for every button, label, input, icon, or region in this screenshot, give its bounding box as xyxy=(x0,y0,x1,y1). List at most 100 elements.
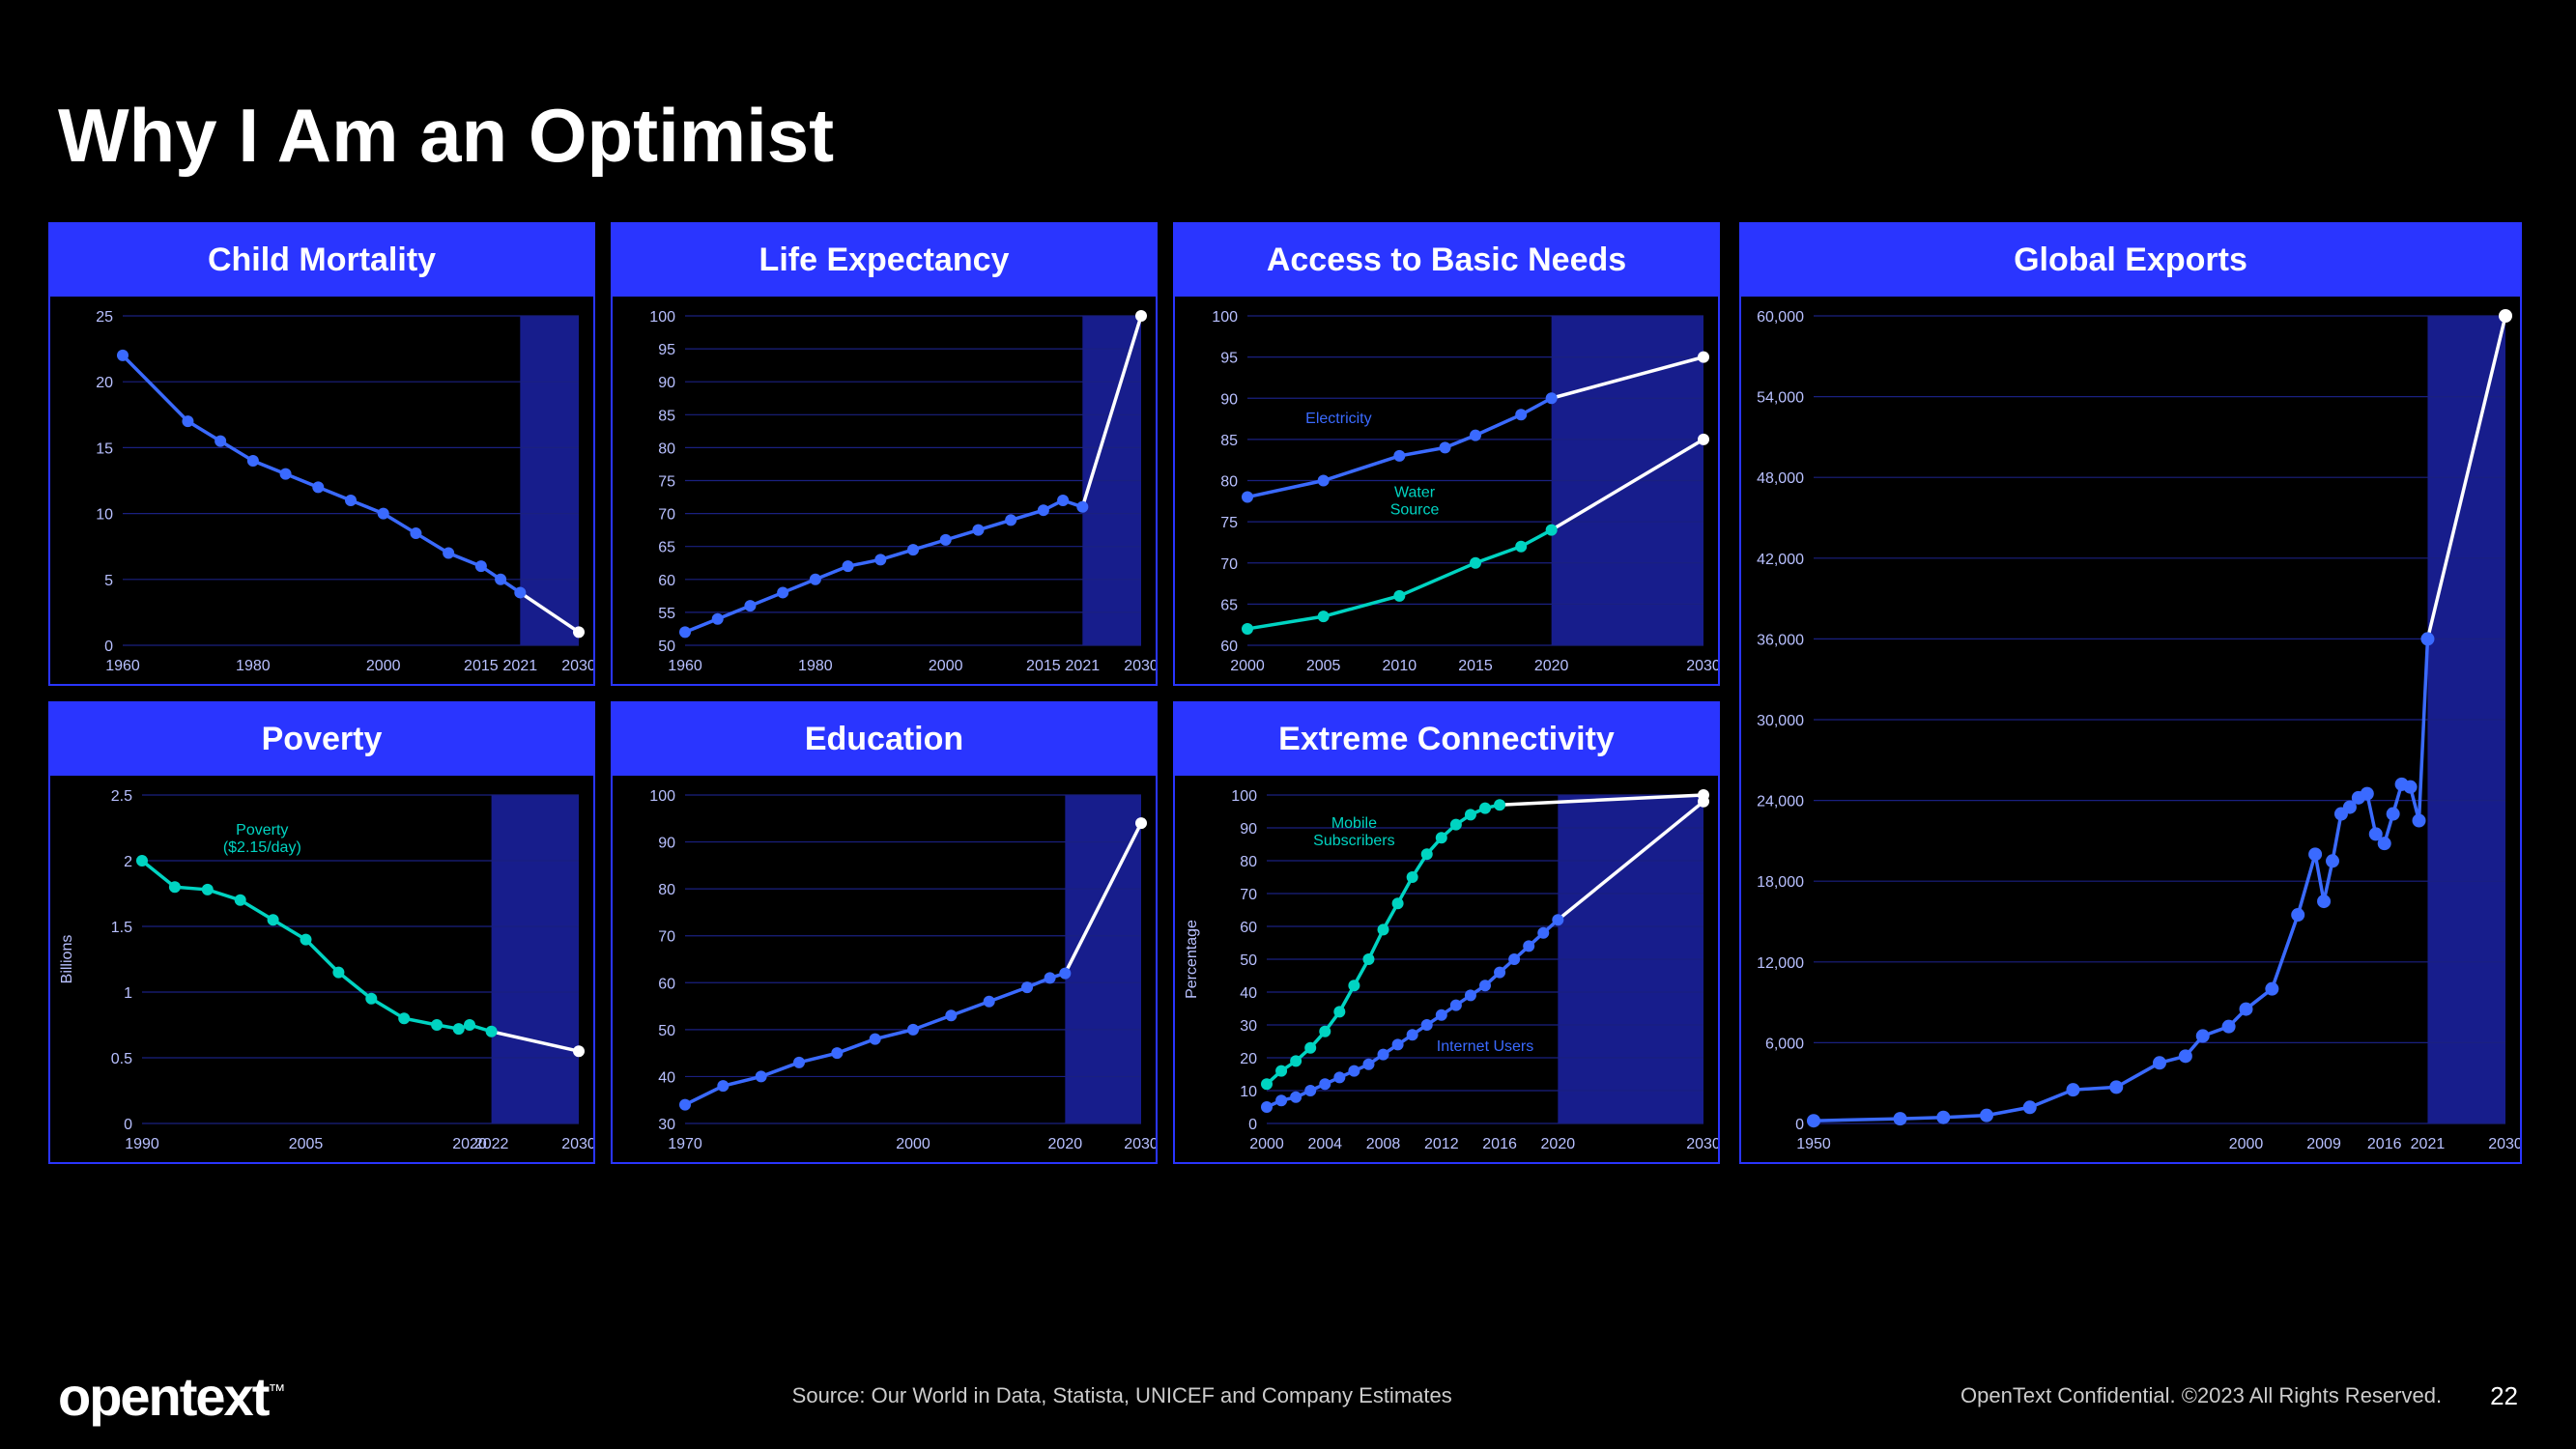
svg-text:2000: 2000 xyxy=(366,658,401,674)
chart-basic-needs: 6065707580859095100200020052010201520202… xyxy=(1175,297,1718,684)
svg-text:95: 95 xyxy=(658,342,675,358)
svg-text:1960: 1960 xyxy=(105,658,140,674)
svg-text:2016: 2016 xyxy=(2367,1136,2402,1152)
svg-text:2: 2 xyxy=(124,854,132,870)
svg-text:12,000: 12,000 xyxy=(1757,955,1804,972)
svg-text:24,000: 24,000 xyxy=(1757,794,1804,810)
chart-child-mortality: 0510152025196019802000201520212030 xyxy=(50,297,593,684)
svg-text:5: 5 xyxy=(104,573,113,589)
slide-title: Why I Am an Optimist xyxy=(58,92,834,180)
svg-text:2009: 2009 xyxy=(2306,1136,2341,1152)
svg-text:0: 0 xyxy=(124,1117,132,1133)
svg-text:2005: 2005 xyxy=(289,1136,324,1152)
svg-text:0: 0 xyxy=(104,639,113,655)
svg-text:20: 20 xyxy=(96,375,113,391)
svg-text:Percentage: Percentage xyxy=(1184,920,1200,999)
svg-text:60: 60 xyxy=(658,573,675,589)
logo-text: opentext xyxy=(58,1366,268,1427)
svg-text:85: 85 xyxy=(1220,433,1238,449)
confidential-text: OpenText Confidential. ©2023 All Rights … xyxy=(1961,1383,2442,1408)
svg-text:90: 90 xyxy=(1240,821,1257,838)
svg-text:2000: 2000 xyxy=(929,658,963,674)
svg-text:55: 55 xyxy=(658,606,675,622)
chart-education: 304050607080901001970200020202030 xyxy=(613,776,1156,1162)
svg-text:2030: 2030 xyxy=(2488,1136,2520,1152)
svg-text:30: 30 xyxy=(658,1117,675,1133)
svg-text:2004: 2004 xyxy=(1307,1136,1342,1152)
svg-text:75: 75 xyxy=(658,474,675,491)
svg-text:2020: 2020 xyxy=(1541,1136,1576,1152)
panel-child-mortality: Child Mortality 0 5 10 15 20 25 1960 1980 2000 20… xyxy=(48,222,595,686)
panel-title: Global Exports xyxy=(1741,224,2520,297)
svg-text:60,000: 60,000 xyxy=(1757,309,1804,326)
svg-text:2020: 2020 xyxy=(1534,658,1569,674)
small-panels-grid: Child Mortality 051015202519601980200020… xyxy=(48,222,1720,1164)
panel-title: Life Expectancy xyxy=(613,224,1156,297)
svg-text:90: 90 xyxy=(1220,391,1238,408)
panel-life-expectancy: Life Expectancy 505560657075808590951001… xyxy=(611,222,1158,686)
svg-text:1990: 1990 xyxy=(125,1136,159,1152)
svg-text:2015: 2015 xyxy=(1458,658,1493,674)
svg-text:1970: 1970 xyxy=(668,1136,702,1152)
svg-text:2021: 2021 xyxy=(503,658,538,674)
svg-text:25: 25 xyxy=(96,309,113,326)
svg-text:1: 1 xyxy=(124,985,132,1002)
svg-text:2008: 2008 xyxy=(1366,1136,1401,1152)
svg-text:1980: 1980 xyxy=(798,658,833,674)
svg-text:30: 30 xyxy=(1240,1018,1257,1035)
svg-text:60: 60 xyxy=(1220,639,1238,655)
svg-text:6,000: 6,000 xyxy=(1765,1036,1804,1052)
svg-text:30,000: 30,000 xyxy=(1757,713,1804,729)
chart-connectivity: 0102030405060708090100200020042008201220… xyxy=(1175,776,1718,1162)
panel-title: Child Mortality xyxy=(50,224,593,297)
svg-text:Poverty: Poverty xyxy=(236,822,288,838)
panel-title: Poverty xyxy=(50,703,593,776)
svg-text:60: 60 xyxy=(658,976,675,992)
svg-text:80: 80 xyxy=(1220,474,1238,491)
svg-text:65: 65 xyxy=(1220,597,1238,613)
svg-text:10: 10 xyxy=(1240,1084,1257,1100)
panel-global-exports: Global Exports 06,00012,00018,00024,0003… xyxy=(1739,222,2522,1164)
chart-global-exports: 06,00012,00018,00024,00030,00036,00042,0… xyxy=(1741,297,2520,1162)
panel-title: Access to Basic Needs xyxy=(1175,224,1718,297)
svg-text:Water: Water xyxy=(1394,485,1436,501)
svg-text:100: 100 xyxy=(649,309,675,326)
svg-text:70: 70 xyxy=(1240,887,1257,903)
chart-life-expectancy: 5055606570758085909510019601980200020152… xyxy=(613,297,1156,684)
svg-text:2000: 2000 xyxy=(1249,1136,1284,1152)
svg-text:80: 80 xyxy=(658,882,675,898)
svg-text:10: 10 xyxy=(96,507,113,524)
svg-text:18,000: 18,000 xyxy=(1757,874,1804,891)
svg-text:1.5: 1.5 xyxy=(111,920,132,936)
svg-text:48,000: 48,000 xyxy=(1757,470,1804,487)
svg-text:2005: 2005 xyxy=(1306,658,1341,674)
svg-text:2030: 2030 xyxy=(1686,658,1718,674)
chart-poverty: 00.511.522.519902005202020222030Billions… xyxy=(50,776,593,1162)
svg-text:2030: 2030 xyxy=(1124,658,1156,674)
svg-text:80: 80 xyxy=(1240,854,1257,870)
svg-text:2030: 2030 xyxy=(561,1136,593,1152)
panel-basic-needs: Access to Basic Needs 606570758085909510… xyxy=(1173,222,1720,686)
svg-text:65: 65 xyxy=(658,540,675,556)
svg-text:100: 100 xyxy=(1212,309,1238,326)
svg-text:70: 70 xyxy=(658,507,675,524)
svg-text:1980: 1980 xyxy=(236,658,271,674)
svg-text:Billions: Billions xyxy=(59,935,75,984)
svg-text:2015: 2015 xyxy=(464,658,499,674)
svg-text:2022: 2022 xyxy=(474,1136,509,1152)
logo-tm: ™ xyxy=(268,1380,283,1400)
svg-text:2.5: 2.5 xyxy=(111,788,132,805)
svg-text:20: 20 xyxy=(1240,1051,1257,1067)
svg-text:85: 85 xyxy=(658,408,675,424)
svg-text:Internet Users: Internet Users xyxy=(1437,1038,1533,1055)
svg-text:2012: 2012 xyxy=(1424,1136,1459,1152)
panel-poverty: Poverty 00.511.522.519902005202020222030… xyxy=(48,701,595,1164)
panel-title: Education xyxy=(613,703,1156,776)
svg-text:40: 40 xyxy=(658,1069,675,1086)
svg-text:90: 90 xyxy=(658,836,675,852)
svg-text:2020: 2020 xyxy=(1048,1136,1083,1152)
svg-text:80: 80 xyxy=(658,440,675,457)
svg-text:15: 15 xyxy=(96,440,113,457)
svg-text:50: 50 xyxy=(1240,952,1257,969)
svg-text:2021: 2021 xyxy=(2411,1136,2446,1152)
